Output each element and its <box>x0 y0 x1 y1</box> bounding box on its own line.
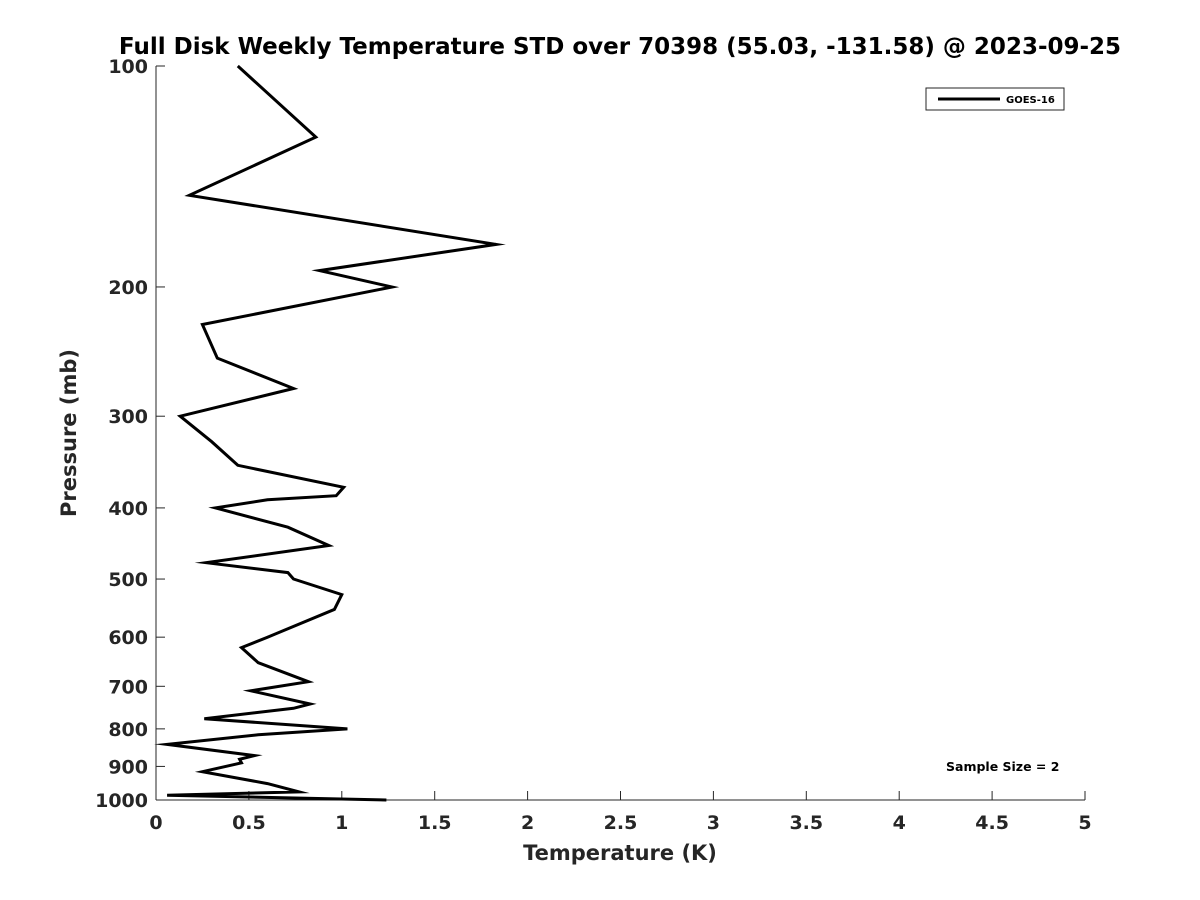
x-tick-label: 3.5 <box>789 812 823 834</box>
y-tick-label: 200 <box>108 277 148 299</box>
x-tick-label: 4 <box>893 812 906 834</box>
x-tick-label: 0.5 <box>232 812 266 834</box>
x-tick-label: 3 <box>707 812 720 834</box>
legend: GOES-16 <box>925 87 1065 111</box>
y-tick-label: 300 <box>108 406 148 428</box>
y-tick-label: 900 <box>108 756 148 778</box>
y-tick-label: 100 <box>108 56 148 78</box>
x-tick-label: 0 <box>149 812 162 834</box>
y-tick-label: 800 <box>108 719 148 741</box>
sample-size-annotation: Sample Size = 2 <box>946 759 1059 774</box>
x-axis-ticks: 0 0.5 1 1.5 2 2.5 3 3.5 4 4.5 5 <box>149 791 1092 834</box>
y-axis-ticks: 100 200 300 400 500 600 700 800 900 1000 <box>95 56 165 812</box>
x-tick-label: 1.5 <box>418 812 452 834</box>
y-tick-label: 600 <box>108 627 148 649</box>
y-axis-label: Pressure (mb) <box>57 349 81 517</box>
legend-label-goes-16: GOES-16 <box>1006 95 1055 106</box>
x-tick-label: 1 <box>335 812 348 834</box>
x-axis-label: Temperature (K) <box>523 841 717 865</box>
y-tick-label: 500 <box>108 569 148 591</box>
x-tick-label: 4.5 <box>975 812 1009 834</box>
y-tick-label: 1000 <box>95 790 148 812</box>
x-tick-label: 2 <box>521 812 534 834</box>
x-tick-label: 2.5 <box>604 812 638 834</box>
y-tick-label: 700 <box>108 676 148 698</box>
y-tick-label: 400 <box>108 498 148 520</box>
chart-title: Full Disk Weekly Temperature STD over 70… <box>119 34 1121 60</box>
series-line-goes-16 <box>154 64 506 802</box>
x-tick-label: 5 <box>1078 812 1091 834</box>
series-layer <box>154 64 506 802</box>
